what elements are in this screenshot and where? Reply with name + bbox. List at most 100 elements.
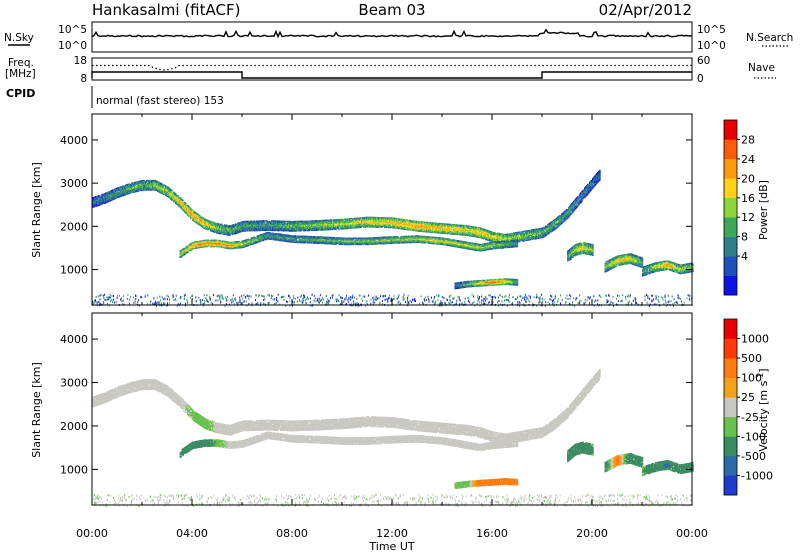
echo-cell <box>519 232 521 234</box>
echo-cell <box>305 220 307 222</box>
clutter-cell <box>134 301 136 304</box>
echo-cell <box>318 229 320 231</box>
echo-cell <box>135 183 137 186</box>
echo-cell <box>305 223 307 226</box>
clutter-cell <box>283 299 285 301</box>
echo-cell <box>389 226 391 229</box>
clutter-cell <box>578 300 580 303</box>
echo-cell <box>531 235 533 238</box>
echo-cell <box>499 238 501 240</box>
echo-cell <box>318 221 320 223</box>
echo-cell <box>379 226 381 228</box>
echo-cell <box>95 197 97 199</box>
echo-cell <box>433 224 435 226</box>
echo-cell <box>253 222 255 225</box>
echo-cell <box>186 207 188 209</box>
echo-cell <box>341 222 343 224</box>
echo-cell <box>434 229 436 232</box>
echo-cell <box>376 219 378 221</box>
echo-cell <box>326 220 328 223</box>
echo-cell <box>450 233 452 235</box>
echo-cell <box>312 222 314 224</box>
clutter-cell <box>336 300 337 303</box>
echo-cell <box>356 221 358 224</box>
echo-cell <box>421 230 423 233</box>
clutter-cell <box>489 294 491 297</box>
echo-cell <box>244 223 246 225</box>
echo-cell <box>199 215 201 217</box>
echo-cell <box>418 227 420 229</box>
echo-cell <box>116 188 118 191</box>
clutter-cell <box>320 300 321 302</box>
echo-cell <box>404 223 406 225</box>
echo-cell <box>378 224 380 226</box>
echo-cell <box>432 222 434 224</box>
echo-cell <box>423 224 425 227</box>
echo-cell <box>234 224 236 227</box>
clutter-cell <box>522 296 524 299</box>
echo-cell <box>228 227 230 229</box>
echo-cell <box>197 213 199 216</box>
echo-cell <box>253 223 255 226</box>
echo-cell <box>290 230 292 232</box>
echo-cell <box>317 225 319 227</box>
echo-cell <box>419 229 421 231</box>
echo-cell <box>121 185 123 188</box>
echo-cell <box>349 225 351 227</box>
clutter-cell <box>503 299 505 302</box>
clutter-cell <box>220 301 222 304</box>
echo-cell <box>246 222 248 225</box>
echo-cell <box>296 225 298 227</box>
echo-cell <box>429 230 431 232</box>
echo-cell <box>362 218 364 220</box>
echo-cell <box>276 228 278 231</box>
echo-cell <box>209 222 211 224</box>
echo-cell <box>264 221 266 223</box>
echo-cell <box>178 196 180 199</box>
clutter-cell <box>539 300 541 303</box>
echo-cell <box>141 181 143 183</box>
echo-cell <box>112 191 114 194</box>
clutter-cell <box>195 300 197 303</box>
clutter-cell <box>435 300 437 303</box>
echo-cell <box>180 202 182 205</box>
echo-cell <box>394 225 396 227</box>
echo-cell <box>409 221 411 224</box>
echo-cell <box>239 222 241 224</box>
echo-cell <box>168 189 170 191</box>
echo-cell <box>441 225 443 227</box>
echo-cell <box>373 217 375 220</box>
echo-cell <box>140 187 142 190</box>
echo-cell <box>178 200 180 202</box>
echo-cell <box>270 222 272 224</box>
echo-cell <box>475 231 477 234</box>
echo-cell <box>207 219 209 222</box>
echo-cell <box>147 189 149 191</box>
echo-cell <box>198 214 200 216</box>
echo-cell <box>210 229 212 231</box>
echo-cell <box>214 225 216 227</box>
echo-cell <box>285 223 287 226</box>
echo-cell <box>319 226 321 228</box>
echo-cell <box>431 231 433 233</box>
echo-cell <box>536 237 538 240</box>
echo-cell <box>248 228 250 230</box>
clutter-cell <box>569 294 571 297</box>
echo-cell <box>297 220 299 223</box>
echo-cell <box>312 223 314 225</box>
echo-cell <box>251 221 253 224</box>
echo-cell <box>374 220 376 222</box>
clutter-cell <box>299 299 300 302</box>
echo-cell <box>533 229 535 231</box>
echo-cell <box>304 221 306 224</box>
echo-cell <box>337 224 339 226</box>
echo-cell <box>275 222 277 224</box>
echo-cell <box>476 231 478 233</box>
echo-cell <box>444 232 446 235</box>
echo-cell <box>383 225 385 227</box>
echo-cell <box>137 182 139 184</box>
echo-cell <box>458 229 460 232</box>
echo-cell <box>167 188 169 190</box>
echo-cell <box>467 233 469 236</box>
echo-cell <box>487 239 489 241</box>
